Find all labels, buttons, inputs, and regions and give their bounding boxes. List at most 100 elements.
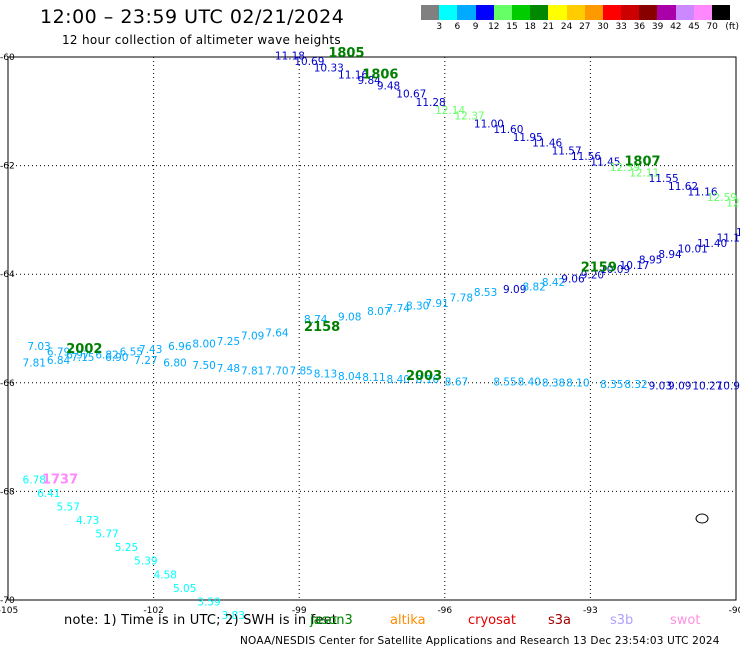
wave-height-value: 8.42 [542, 277, 565, 289]
lat-tick-label: -70 [0, 596, 15, 606]
color-swatch [493, 5, 512, 20]
wave-height-value: 8.04 [338, 371, 362, 383]
color-swatch [675, 5, 694, 20]
color-scale-label: 6 [454, 22, 461, 32]
color-scale-label: 70 [706, 22, 718, 32]
lat-tick-label: -66 [0, 379, 15, 389]
wave-height-value: 11.40 [697, 238, 727, 250]
wave-height-value: 3.59 [197, 596, 220, 608]
wave-height-value: 9.06 [561, 273, 585, 285]
wave-height-value: 12.10 [726, 197, 740, 209]
wave-height-value: 8.95 [639, 254, 662, 266]
wave-height-value: 10.96 [717, 380, 740, 392]
wave-height-value: 11.56 [571, 151, 601, 163]
wave-height-value: 6.96 [168, 341, 192, 353]
wave-height-value: 7.78 [450, 292, 473, 304]
wave-height-value: 7.15 [71, 352, 94, 364]
wave-height-value: 9.08 [338, 311, 361, 323]
wave-height-value: 6.41 [37, 488, 60, 500]
wave-height-value: 7.03 [27, 341, 50, 353]
color-swatch [475, 5, 494, 20]
map-title: 12:00 – 23:59 UTC 02/21/2024 [40, 6, 345, 28]
color-scale-label: 15 [506, 22, 518, 32]
wave-height-value: 12.37 [455, 110, 485, 122]
wave-height-value: 7.09 [241, 330, 264, 342]
wave-height-value: 11.00 [474, 119, 504, 131]
lat-tick-label: -68 [0, 487, 15, 497]
wave-height-value: 11.13 [717, 233, 740, 245]
wave-height-value: 11.28 [416, 97, 446, 109]
color-scale-label: 3 [436, 22, 443, 32]
map-frame [7, 56, 737, 601]
color-scale-label: 45 [688, 22, 700, 32]
wave-height-value: 6.55 [120, 347, 143, 359]
pass-time-label: 1806 [362, 68, 398, 83]
wave-height-value: 10.09 [600, 264, 630, 276]
pass-time-label: 1807 [624, 155, 660, 170]
color-swatch [712, 5, 731, 20]
color-swatch [457, 5, 476, 20]
color-swatch [602, 5, 622, 20]
color-swatch [439, 5, 458, 20]
wave-height-value: 11.16 [687, 186, 717, 198]
wave-height-value: 6.97 [66, 349, 89, 361]
wave-height-value: 8.10 [566, 378, 589, 390]
wave-height-value: 7.81 [241, 366, 264, 378]
wave-height-value: 9.09 [668, 380, 691, 392]
wave-height-value: 10.17 [620, 260, 650, 272]
color-scale-label: 27 [579, 22, 591, 32]
wave-height-value: 8.40 [387, 374, 410, 386]
wave-height-value: 11.45 [590, 157, 620, 169]
color-swatch [421, 5, 440, 20]
wave-height-value: 10.69 [294, 56, 324, 68]
wave-height-value: 8.16 [416, 374, 440, 386]
lon-tick-label: -102 [143, 606, 163, 616]
color-swatch [621, 5, 640, 20]
pass-time-label: 2158 [304, 320, 340, 335]
legend-swot: swot [670, 613, 701, 628]
color-scale-label: 30 [597, 22, 609, 32]
lon-tick-label: -96 [437, 606, 452, 616]
wave-height-value: 8.00 [192, 339, 215, 351]
wave-height-value: 8.94 [658, 249, 682, 261]
wave-height-value: 9.09 [503, 284, 526, 296]
wave-height-value: 10.33 [314, 63, 344, 75]
wave-height-value: 6.84 [47, 355, 71, 367]
color-scale-label: 9 [472, 22, 479, 32]
color-scale-label: 21 [542, 22, 555, 32]
legend-cryosat: cryosat [468, 613, 516, 628]
wave-height-value: 6.79 [47, 347, 70, 359]
wave-height-value: 11.60 [493, 124, 523, 136]
color-swatch [693, 5, 712, 20]
wave-height-value: 4.58 [154, 569, 177, 581]
wave-height-value: 11.16 [338, 70, 368, 82]
wave-height-value: 9.84 [357, 75, 381, 87]
wave-height-value: 6.78 [23, 474, 46, 486]
wave-height-value: 9.20 [581, 270, 604, 282]
map-subtitle: 12 hour collection of altimeter wave hei… [62, 33, 341, 47]
wave-height-value: 9.48 [377, 81, 400, 93]
lon-tick-label: -105 [0, 606, 18, 616]
pass-time-label: 1805 [328, 46, 364, 61]
wave-height-value: 6.82 [95, 349, 118, 361]
pass-time-label: 2002 [66, 342, 102, 357]
wave-height-value: 8.74 [304, 314, 328, 326]
wave-height-value: 8.55 [493, 377, 516, 389]
legend-s3b: s3b [610, 613, 634, 628]
wave-height-value: 11.55 [649, 173, 679, 185]
color-swatch [511, 5, 531, 20]
legend-jason3: jason3 [310, 613, 353, 628]
wave-height-value: 11.06 [736, 227, 740, 239]
wave-height-value: 12.14 [435, 105, 465, 117]
wave-height-value: 9.03 [649, 380, 672, 392]
wave-height-value: 8.13 [314, 368, 337, 380]
wave-height-value: 12.59 [610, 162, 640, 174]
lat-tick-label: -62 [0, 162, 15, 172]
wave-height-value: 8.11 [362, 372, 385, 384]
wave-height-value: 7.50 [192, 360, 215, 372]
lat-tick-label: -64 [0, 270, 15, 280]
wave-height-value: 11.18 [275, 51, 305, 63]
wave-height-value: 7.64 [265, 328, 289, 340]
